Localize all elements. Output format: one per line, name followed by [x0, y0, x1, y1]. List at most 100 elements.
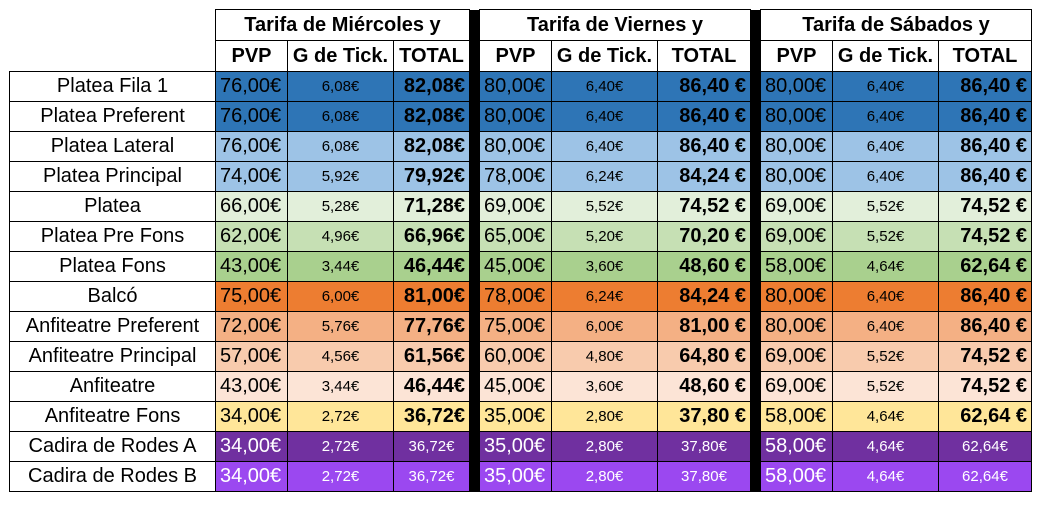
header-fee: G de Tick.: [832, 40, 939, 72]
total-cell: 86,40 €: [938, 311, 1032, 342]
total-cell: 77,76€: [393, 311, 470, 342]
pvp-cell: 80,00€: [479, 71, 552, 102]
total-cell: 74,52 €: [938, 371, 1032, 402]
pvp-cell: 80,00€: [760, 101, 833, 132]
table-row: Platea 66,00€ 5,28€ 71,28€ 69,00€ 5,52€ 74,52 …: [9, 191, 1032, 222]
pvp-cell: 80,00€: [760, 311, 833, 342]
table-row: Platea Pre Fons 62,00€ 4,96€ 66,96€ 65,00€ 5,…: [9, 221, 1032, 252]
table-row: Cadira de Rodes A 34,00€ 2,72€ 36,72€ 35,00€…: [9, 431, 1032, 462]
fee-cell: 4,64€: [832, 251, 939, 282]
total-cell: 61,56€: [393, 341, 470, 372]
total-cell: 37,80€: [657, 461, 751, 492]
total-cell: 37,80€: [657, 431, 751, 462]
column-separator: [469, 9, 480, 492]
pvp-cell: 80,00€: [760, 161, 833, 192]
pvp-cell: 65,00€: [479, 221, 552, 252]
total-cell: 36,72€: [393, 461, 470, 492]
fee-cell: 6,08€: [287, 101, 394, 132]
total-cell: 46,44€: [393, 371, 470, 402]
total-cell: 62,64€: [938, 461, 1032, 492]
total-cell: 86,40 €: [657, 131, 751, 162]
pvp-cell: 80,00€: [760, 71, 833, 102]
zone-name: Platea Preferent: [9, 101, 216, 132]
pvp-cell: 60,00€: [479, 341, 552, 372]
price-table: Tarifa de Miércoles y Tarifa de Viernes …: [9, 9, 1032, 492]
total-cell: 74,52 €: [657, 191, 751, 222]
table-body: Tarifa de Miércoles y Tarifa de Viernes …: [9, 9, 1032, 492]
total-cell: 74,52 €: [938, 221, 1032, 252]
pvp-cell: 66,00€: [215, 191, 288, 222]
fee-cell: 6,24€: [551, 161, 658, 192]
table-row: Platea Principal 74,00€ 5,92€ 79,92€ 78,00€ 6…: [9, 161, 1032, 192]
header-pvp: PVP: [760, 40, 833, 72]
pvp-cell: 78,00€: [479, 281, 552, 312]
fee-cell: 6,40€: [551, 131, 658, 162]
fee-cell: 6,24€: [551, 281, 658, 312]
pvp-cell: 58,00€: [760, 251, 833, 282]
group-title-wednesday: Tarifa de Miércoles y: [215, 9, 470, 41]
zone-name: Anfiteatre Preferent: [9, 311, 216, 342]
header-fee: G de Tick.: [287, 40, 394, 72]
fee-cell: 4,56€: [287, 341, 394, 372]
table-row: Balcó 75,00€ 6,00€ 81,00€ 78,00€ 6,24€ 84,24 €…: [9, 281, 1032, 312]
pvp-cell: 35,00€: [479, 461, 552, 492]
fee-cell: 2,80€: [551, 431, 658, 462]
pvp-cell: 62,00€: [215, 221, 288, 252]
fee-cell: 5,52€: [832, 341, 939, 372]
table-row: Platea Preferent 76,00€ 6,08€ 82,08€ 80,00€ 6…: [9, 101, 1032, 132]
zone-name: Anfiteatre Fons: [9, 401, 216, 432]
fee-cell: 3,44€: [287, 371, 394, 402]
pvp-cell: 69,00€: [760, 341, 833, 372]
fee-cell: 4,64€: [832, 431, 939, 462]
total-cell: 46,44€: [393, 251, 470, 282]
pvp-cell: 34,00€: [215, 461, 288, 492]
fee-cell: 6,40€: [551, 101, 658, 132]
pvp-cell: 72,00€: [215, 311, 288, 342]
fee-cell: 5,52€: [832, 371, 939, 402]
fee-cell: 3,44€: [287, 251, 394, 282]
total-cell: 48,60 €: [657, 371, 751, 402]
pvp-cell: 80,00€: [760, 281, 833, 312]
fee-cell: 4,96€: [287, 221, 394, 252]
fee-cell: 5,76€: [287, 311, 394, 342]
fee-cell: 2,72€: [287, 431, 394, 462]
zone-name: Platea Lateral: [9, 131, 216, 162]
pvp-cell: 78,00€: [479, 161, 552, 192]
fee-cell: 6,40€: [832, 311, 939, 342]
total-cell: 81,00€: [393, 281, 470, 312]
table-row: Anfiteatre Fons 34,00€ 2,72€ 36,72€ 35,00€ 2,…: [9, 401, 1032, 432]
total-cell: 79,92€: [393, 161, 470, 192]
table-row: Platea Lateral 76,00€ 6,08€ 82,08€ 80,00€ 6,4…: [9, 131, 1032, 162]
fee-cell: 2,80€: [551, 461, 658, 492]
fee-cell: 4,64€: [832, 401, 939, 432]
total-cell: 62,64 €: [938, 401, 1032, 432]
fee-cell: 5,52€: [832, 191, 939, 222]
table-row: Anfiteatre Principal 57,00€ 4,56€ 61,56€ 60,…: [9, 341, 1032, 372]
fee-cell: 5,52€: [832, 221, 939, 252]
fee-cell: 5,28€: [287, 191, 394, 222]
pvp-cell: 76,00€: [215, 101, 288, 132]
subheader-row: PVP G de Tick. TOTAL PVP G de Tick. TOTA…: [9, 40, 1032, 72]
total-cell: 86,40 €: [938, 281, 1032, 312]
table-row: Platea Fila 1 76,00€ 6,08€ 82,08€ 80,00€ 6,40…: [9, 71, 1032, 102]
total-cell: 84,24 €: [657, 281, 751, 312]
pvp-cell: 45,00€: [479, 251, 552, 282]
corner-blank: [9, 9, 216, 41]
zone-name: Platea Pre Fons: [9, 221, 216, 252]
table-row: Cadira de Rodes B 34,00€ 2,72€ 36,72€ 35,00€…: [9, 461, 1032, 492]
zone-name: Cadira de Rodes B: [9, 461, 216, 492]
pvp-cell: 69,00€: [479, 191, 552, 222]
zone-name: Platea Principal: [9, 161, 216, 192]
pvp-cell: 69,00€: [760, 371, 833, 402]
total-cell: 66,96€: [393, 221, 470, 252]
total-cell: 84,24 €: [657, 161, 751, 192]
zone-name: Cadira de Rodes A: [9, 431, 216, 462]
total-cell: 37,80 €: [657, 401, 751, 432]
total-cell: 62,64€: [938, 431, 1032, 462]
pvp-cell: 35,00€: [479, 431, 552, 462]
total-cell: 64,80 €: [657, 341, 751, 372]
fee-cell: 6,00€: [287, 281, 394, 312]
pvp-cell: 80,00€: [760, 131, 833, 162]
pvp-cell: 58,00€: [760, 461, 833, 492]
pvp-cell: 43,00€: [215, 371, 288, 402]
